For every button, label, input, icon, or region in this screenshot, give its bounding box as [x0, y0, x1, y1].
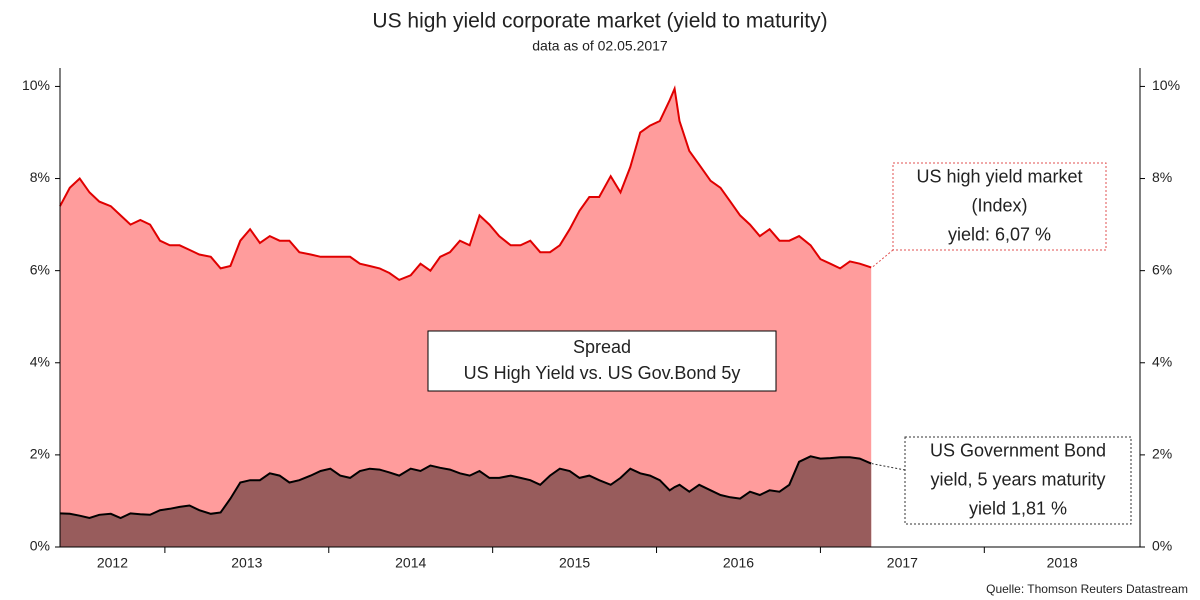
y2-tick-label: 0% [1152, 538, 1172, 554]
area [60, 88, 872, 547]
y2-tick-label: 4% [1152, 353, 1172, 369]
annotation-text: US High Yield vs. US Gov.Bond 5y [464, 363, 741, 383]
x-tick-label: 2012 [97, 555, 128, 571]
source: Quelle: Thomson Reuters Datastream [986, 582, 1188, 596]
x-tick-label: 2017 [887, 555, 918, 571]
line [59, 455, 872, 520]
annotation-box [892, 162, 1107, 251]
chart-subtitle: data as of 02.05.2017 [532, 38, 668, 54]
annotation-text: yield, 5 years maturity [930, 469, 1105, 489]
chart-title: US high yield corporate market (yield to… [372, 10, 827, 33]
annotation-box [427, 330, 777, 392]
annotation-text: US Government Bond [930, 440, 1106, 460]
x-tick-label: 2013 [231, 555, 262, 571]
x-tick-label: 2018 [1047, 555, 1078, 571]
y2-tick-label: 6% [1152, 261, 1172, 277]
connector [871, 463, 906, 471]
y-tick-label: 6% [30, 261, 50, 277]
x-tick-label: 2015 [559, 555, 590, 571]
y2-tick-label: 2% [1152, 446, 1172, 462]
annotation-text: yield: 6,07 % [948, 224, 1051, 244]
annotation-box [904, 436, 1132, 525]
y-tick-label: 2% [30, 446, 50, 462]
y-tick-label: 0% [30, 538, 50, 554]
annotation-text: yield 1,81 % [969, 498, 1067, 518]
connector [871, 249, 894, 268]
x-tick-label: 2016 [723, 555, 754, 571]
y-tick-label: 4% [30, 353, 50, 369]
y-tick-label: 10% [22, 77, 50, 93]
y-tick-label: 8% [30, 169, 50, 185]
annotation-text: (Index) [971, 195, 1027, 215]
annotation-text: Spread [573, 337, 631, 357]
x-tick-label: 2014 [395, 555, 426, 571]
y2-tick-label: 10% [1152, 77, 1180, 93]
line [59, 85, 872, 282]
y2-tick-label: 8% [1152, 169, 1172, 185]
annotation-text: US high yield market [916, 166, 1082, 186]
